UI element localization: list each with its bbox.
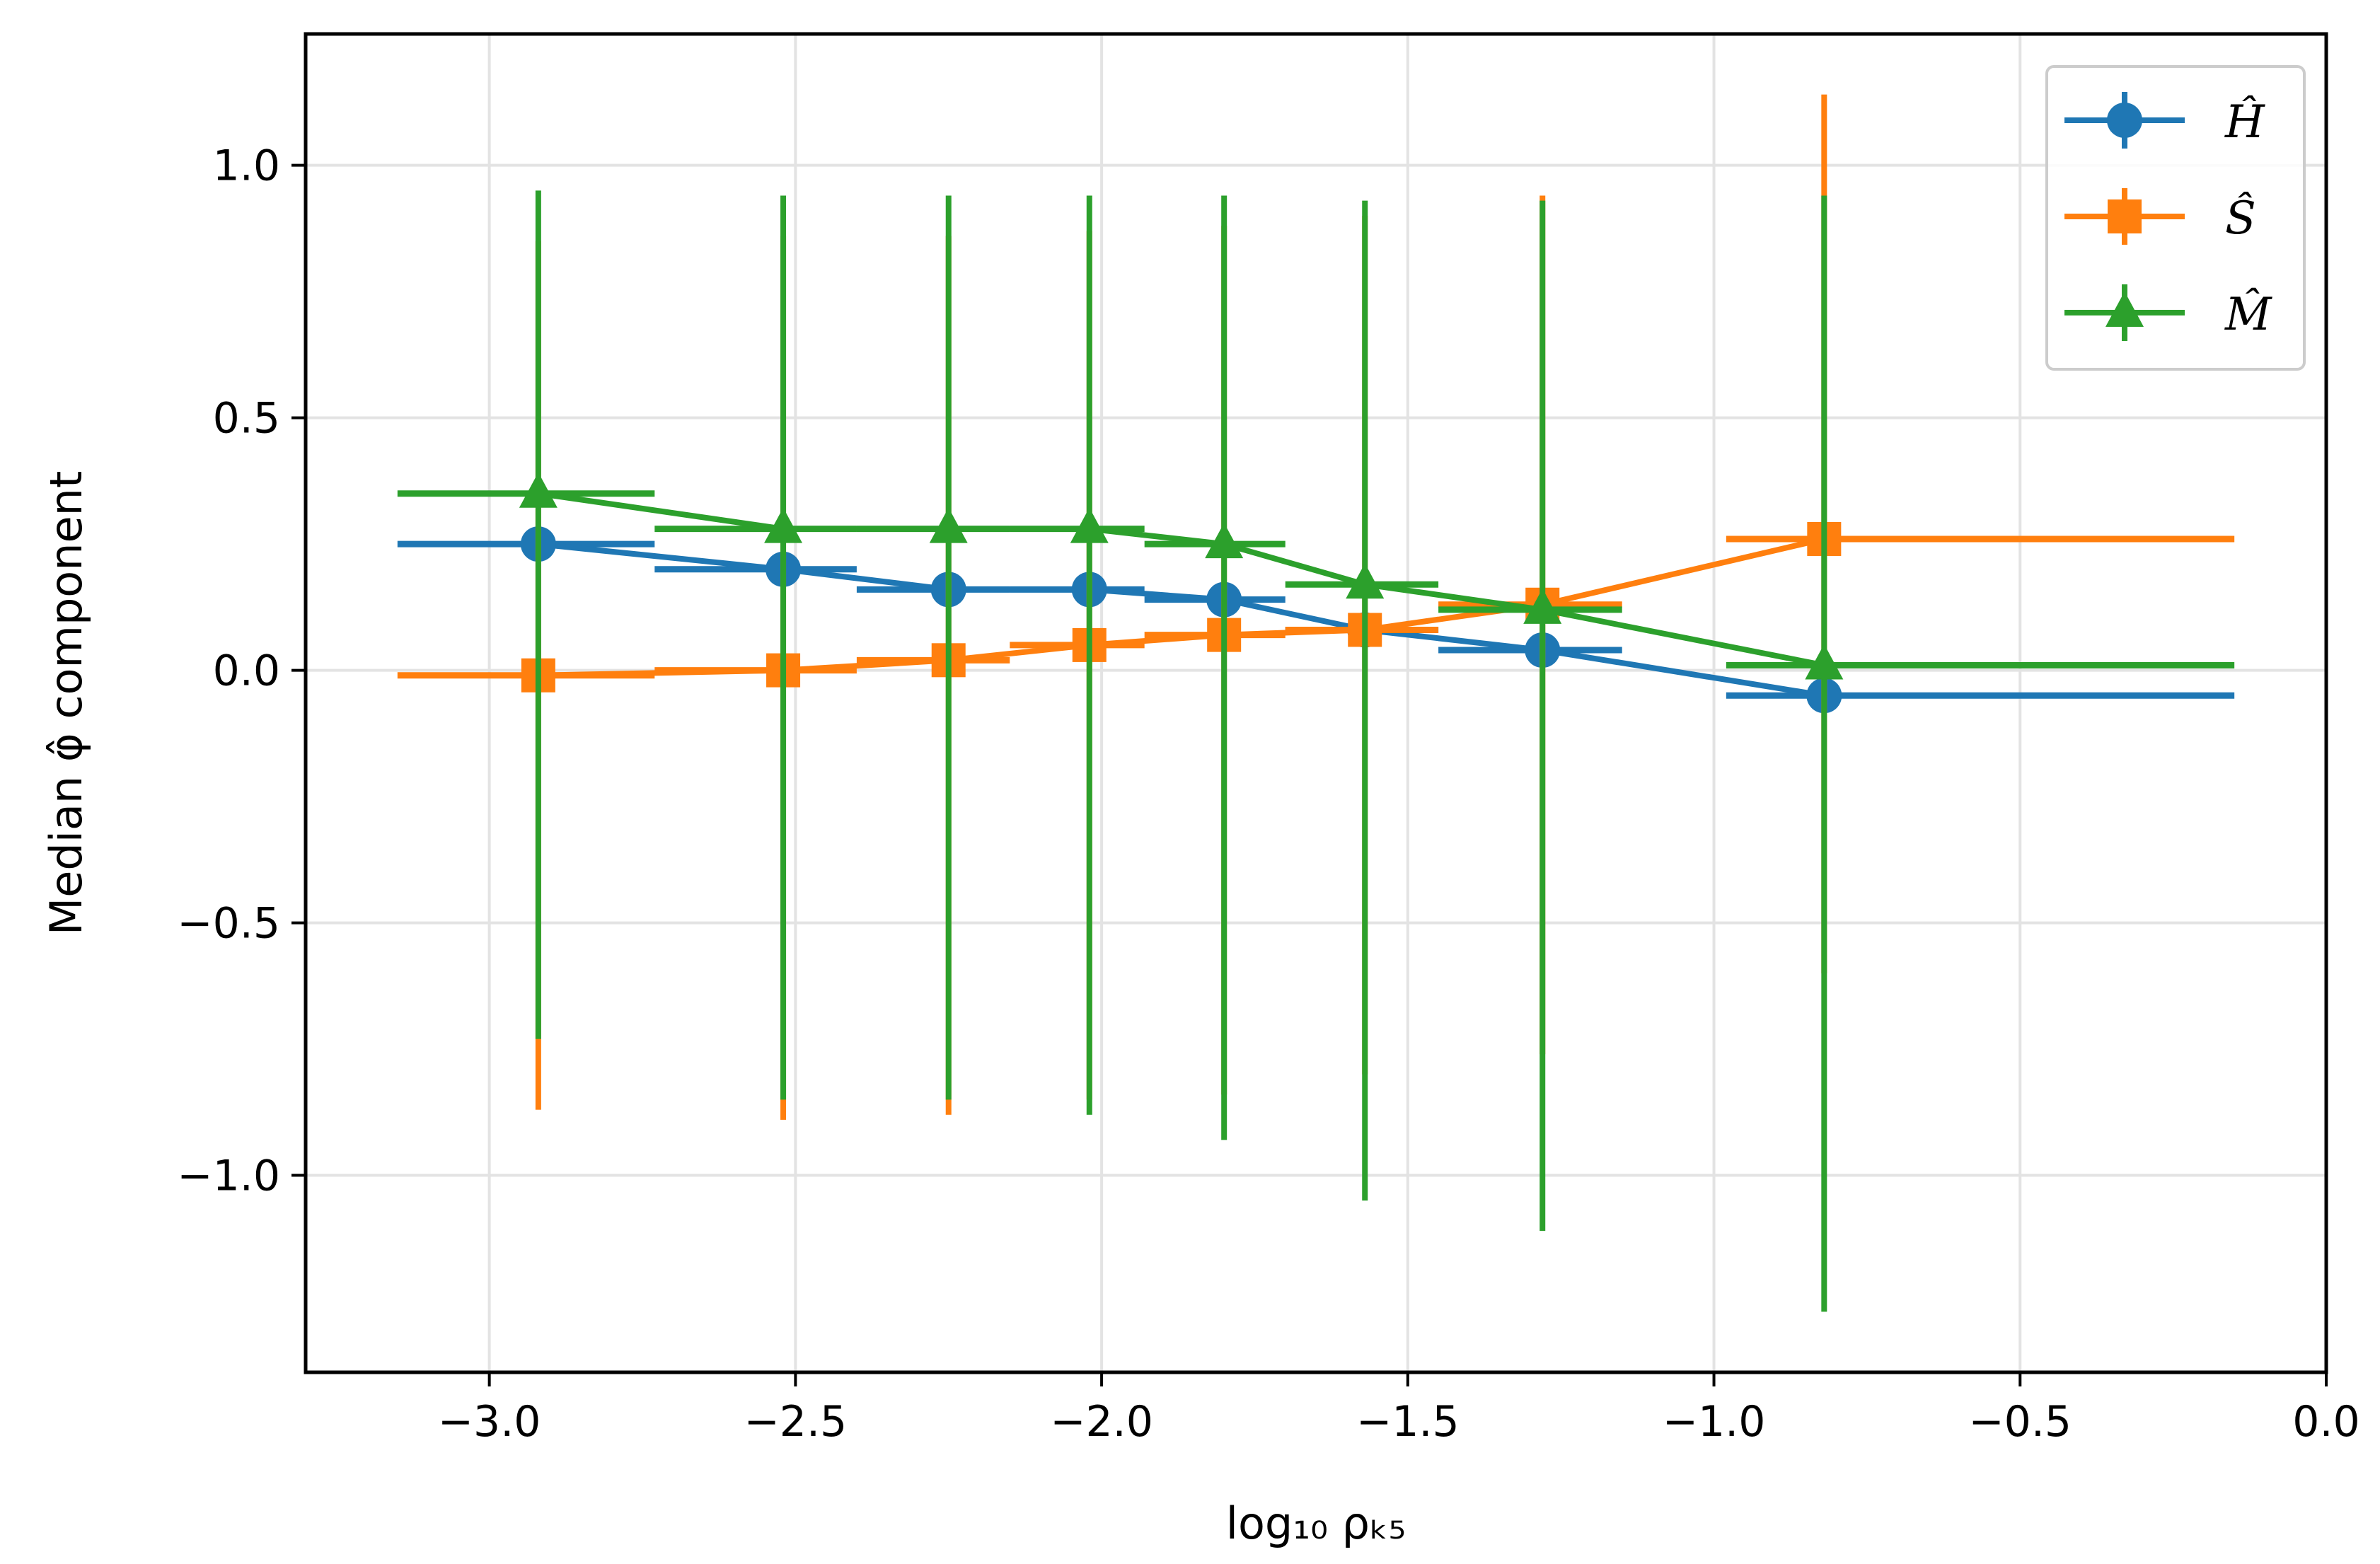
y-tick-label: 0.0 bbox=[213, 647, 280, 696]
data-point bbox=[1070, 507, 1109, 543]
data-point bbox=[1346, 563, 1385, 599]
legend: Ĥ Ŝ M̂ bbox=[2045, 65, 2306, 371]
plot-frame bbox=[304, 32, 2328, 1374]
legend-entry: Ĥ bbox=[2064, 92, 2265, 149]
data-point bbox=[1523, 588, 1562, 624]
grid bbox=[306, 34, 2328, 1372]
x-tick-label: −3.0 bbox=[438, 1397, 541, 1447]
y-axis-label: Median φ̂ component bbox=[40, 471, 92, 936]
legend-marker bbox=[2107, 103, 2142, 138]
x-tick-label: 0.0 bbox=[2292, 1397, 2359, 1447]
legend-entry: Ŝ bbox=[2064, 188, 2256, 245]
x-tick-label: −2.0 bbox=[1050, 1397, 1153, 1447]
data-point bbox=[1205, 523, 1244, 559]
legend-marker bbox=[2108, 199, 2142, 233]
legend-marker bbox=[2105, 291, 2144, 327]
series-triangle bbox=[397, 190, 2235, 1312]
data-point bbox=[1805, 644, 1844, 680]
y-tick-label: −0.5 bbox=[177, 899, 280, 949]
y-tick-label: 0.5 bbox=[213, 394, 280, 444]
legend-label: Ĥ bbox=[2224, 95, 2265, 149]
data-point bbox=[929, 507, 968, 543]
y-tick-label: −1.0 bbox=[177, 1152, 280, 1201]
legend-entry: M̂ bbox=[2064, 284, 2272, 341]
x-tick-label: −2.5 bbox=[744, 1397, 848, 1447]
series-layer bbox=[397, 94, 2235, 1312]
x-tick-label: −0.5 bbox=[1968, 1397, 2072, 1447]
legend-label: Ŝ bbox=[2225, 191, 2256, 245]
series-line bbox=[538, 541, 1825, 699]
y-tick-label: 1.0 bbox=[213, 141, 280, 191]
series-line bbox=[538, 490, 1825, 668]
data-point bbox=[519, 472, 558, 508]
x-axis-label: log₁₀ ρₖ₅ bbox=[1226, 1498, 1406, 1549]
legend-label: M̂ bbox=[2224, 288, 2272, 341]
x-tick-label: −1.0 bbox=[1663, 1397, 1766, 1447]
ticks: −3.0 −2.5 −2.0 −1.5 −1.0 −0.5 0.0 −1.0 −0.5 0.0 0.… bbox=[177, 141, 2359, 1447]
x-tick-label: −1.5 bbox=[1356, 1397, 1460, 1447]
data-point bbox=[764, 507, 803, 543]
